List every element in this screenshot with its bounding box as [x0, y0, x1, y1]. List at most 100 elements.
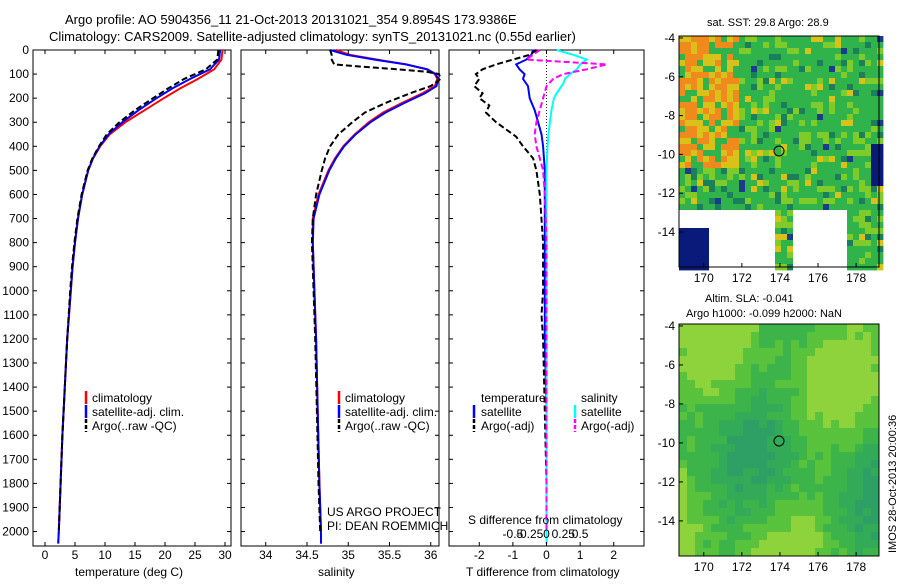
sst-cell [823, 228, 830, 235]
sst-cell [757, 138, 764, 145]
y-tick-label: 1500 [2, 404, 29, 418]
sst-cell [757, 36, 764, 43]
sst-cell [691, 42, 698, 49]
sst-cell [781, 246, 788, 253]
sst-cell [841, 168, 848, 175]
sla-cell [703, 404, 712, 413]
sst-cell [763, 180, 770, 187]
sst-cell [853, 204, 860, 211]
sst-cell [787, 48, 794, 55]
sla-cell [823, 460, 832, 469]
sst-cell [871, 126, 878, 133]
sst-cell [703, 222, 710, 229]
sst-cell [709, 114, 716, 121]
sla-cell [727, 532, 736, 541]
sst-cell [775, 204, 782, 211]
x-tick-label: 34 [259, 548, 273, 562]
sst-cell [829, 162, 836, 169]
sst-cell [745, 252, 752, 259]
x-top-tick-label: 0.5 [572, 527, 589, 541]
sst-cell [841, 246, 848, 253]
sla-cell [839, 364, 848, 373]
sst-cell [817, 72, 824, 79]
sst-cell [697, 72, 704, 79]
sla-cell [807, 436, 816, 445]
sla-cell [687, 468, 696, 477]
sst-cell [877, 96, 884, 103]
sst-cell [703, 60, 710, 67]
sla-cell [727, 468, 736, 477]
sst-cell [763, 60, 770, 67]
sla-cell [823, 324, 832, 333]
x-tick-label: 0 [42, 548, 49, 562]
sst-cell [715, 174, 722, 181]
sst-cell [721, 234, 728, 241]
sla-cell [727, 516, 736, 525]
sst-cell [865, 90, 872, 97]
sst-cell [871, 246, 878, 253]
sla-cell [863, 484, 872, 493]
sst-cell [847, 48, 854, 55]
sst-cell [721, 252, 728, 259]
sst-cell [871, 156, 878, 163]
sst-cell [733, 54, 740, 61]
sla-cell [823, 500, 832, 509]
sla-cell [775, 548, 784, 557]
sst-cell [775, 78, 782, 85]
sla-cell [815, 372, 824, 381]
sst-cell [721, 126, 728, 133]
sla-cell [791, 492, 800, 501]
sst-cell [787, 54, 794, 61]
sla-cell [807, 468, 816, 477]
sla-cell [847, 412, 856, 421]
sst-cell [835, 150, 842, 157]
sla-cell [855, 356, 864, 365]
sla-cell [727, 372, 736, 381]
sla-cell [799, 492, 808, 501]
sst-cell [775, 120, 782, 127]
sla-cell [791, 420, 800, 429]
sst-cell [751, 126, 758, 133]
sst-cell [835, 240, 842, 247]
sst-cell [685, 246, 692, 253]
sla-cell [807, 412, 816, 421]
sla-cell [743, 396, 752, 405]
map-y-tick-label: -6 [664, 358, 675, 372]
sla-cell [759, 548, 768, 557]
sst-cell [829, 246, 836, 253]
sla-cell [831, 492, 840, 501]
sst-cell [679, 96, 686, 103]
sla-cell [727, 388, 736, 397]
sst-cell [799, 132, 806, 139]
sst-cell [793, 84, 800, 91]
sst-cell [835, 96, 842, 103]
sst-cell [793, 90, 800, 97]
sst-cell [805, 138, 812, 145]
x-tick-label: 0 [543, 548, 550, 562]
sst-cell [709, 180, 716, 187]
sla-cell [735, 364, 744, 373]
sst-cell [871, 222, 878, 229]
sst-cell [841, 174, 848, 181]
sst-cell [793, 108, 800, 115]
sst-cell [751, 258, 758, 265]
sst-cell [763, 96, 770, 103]
sst-cell [745, 246, 752, 253]
sst-cell [829, 138, 836, 145]
sla-cell [839, 492, 848, 501]
sla-cell [871, 500, 880, 509]
sst-cell [763, 156, 770, 163]
sst-cell [787, 72, 794, 79]
sst-cell [823, 138, 830, 145]
sst-cell [877, 102, 884, 109]
sst-cell [841, 234, 848, 241]
sst-cell [823, 114, 830, 121]
sst-cell [799, 240, 806, 247]
sla-cell [767, 404, 776, 413]
sst-cell [865, 54, 872, 61]
sst-cell [877, 210, 884, 217]
sst-cell [859, 258, 866, 265]
sla-cell [711, 500, 720, 509]
title-line2: Climatology: CARS2009. Satellite-adjuste… [49, 29, 576, 44]
